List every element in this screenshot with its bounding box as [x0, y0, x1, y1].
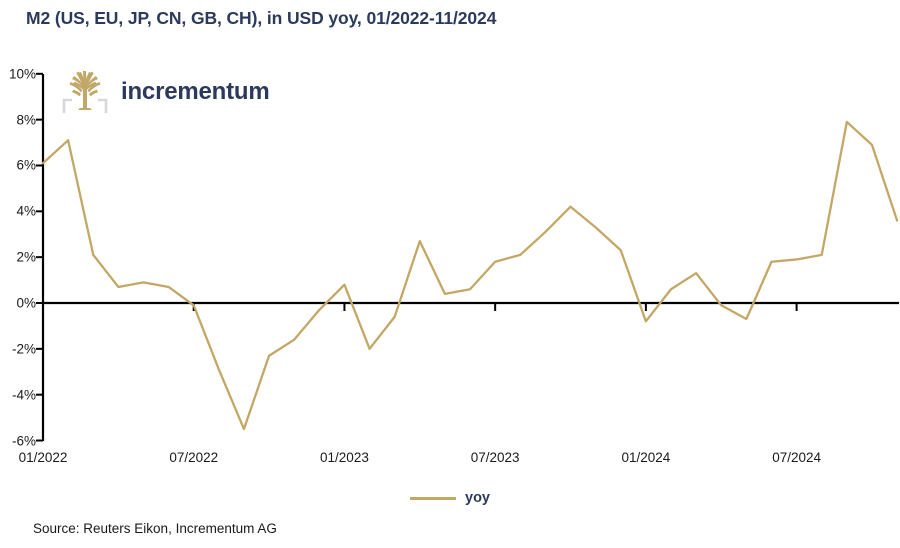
x-tick-label: 07/2023: [470, 450, 520, 465]
incrementum-wordmark: incrementum: [121, 78, 270, 105]
chart-axes: [36, 72, 899, 442]
page-title: M2 (US, EU, JP, CN, GB, CH), in USD yoy,…: [26, 8, 497, 28]
y-tick-label: -2%: [11, 341, 36, 357]
y-tick-label: 6%: [16, 157, 36, 173]
x-tick-label: 07/2022: [169, 450, 219, 465]
x-axis-ticks: [42, 303, 798, 311]
y-tick-label: -4%: [11, 387, 36, 403]
x-tick-label: 01/2022: [18, 450, 68, 465]
y-tick-label: 4%: [16, 203, 36, 219]
y-tick-label: 2%: [16, 249, 36, 265]
y-axis-ticks: [36, 72, 43, 442]
x-tick-label: 01/2024: [621, 450, 671, 465]
y-axis-labels: 10% 8% 6% 4% 2% 0% -2% -4% -6%: [0, 0, 36, 548]
source-note: Source: Reuters Eikon, Incrementum AG: [33, 521, 277, 536]
legend-label-yoy: yoy: [465, 490, 490, 506]
legend-swatch-yoy: [410, 496, 456, 500]
incrementum-logo: incrementum: [62, 68, 270, 116]
y-tick-label: 0%: [16, 295, 36, 311]
x-tick-label: 07/2024: [772, 450, 821, 465]
y-tick-label: -6%: [11, 433, 36, 449]
chart-series-layer: [41, 120, 899, 431]
chart-legend: yoy: [0, 490, 900, 506]
y-tick-label: 8%: [16, 112, 36, 128]
x-tick-label: 01/2023: [320, 450, 369, 465]
y-tick-label: 10%: [8, 66, 36, 82]
series-line-yoy: [41, 120, 899, 431]
incrementum-tree-logo: [62, 68, 108, 116]
